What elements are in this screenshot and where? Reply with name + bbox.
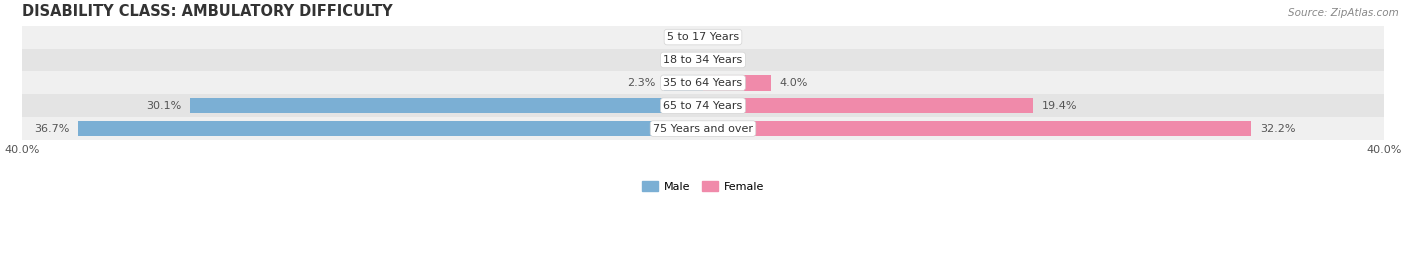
Legend: Male, Female: Male, Female <box>637 177 769 196</box>
Bar <box>190 98 703 114</box>
Bar <box>703 98 1033 114</box>
Text: 0.0%: 0.0% <box>666 55 695 65</box>
Text: DISABILITY CLASS: AMBULATORY DIFFICULTY: DISABILITY CLASS: AMBULATORY DIFFICULTY <box>22 4 392 19</box>
Text: 75 Years and over: 75 Years and over <box>652 123 754 134</box>
Text: 4.0%: 4.0% <box>780 78 808 88</box>
Text: Source: ZipAtlas.com: Source: ZipAtlas.com <box>1288 8 1399 18</box>
Bar <box>22 48 1384 71</box>
Bar <box>703 75 770 91</box>
Text: 19.4%: 19.4% <box>1042 101 1077 111</box>
Text: 0.0%: 0.0% <box>711 55 740 65</box>
Text: 5 to 17 Years: 5 to 17 Years <box>666 32 740 42</box>
Text: 32.2%: 32.2% <box>1260 123 1295 134</box>
Text: 0.0%: 0.0% <box>711 32 740 42</box>
Bar <box>22 71 1384 94</box>
Bar <box>703 121 1251 136</box>
Bar <box>22 94 1384 117</box>
Bar <box>22 26 1384 48</box>
Text: 2.3%: 2.3% <box>627 78 655 88</box>
Text: 36.7%: 36.7% <box>34 123 69 134</box>
Bar <box>79 121 703 136</box>
Text: 18 to 34 Years: 18 to 34 Years <box>664 55 742 65</box>
Text: 65 to 74 Years: 65 to 74 Years <box>664 101 742 111</box>
Bar <box>664 75 703 91</box>
Bar <box>22 117 1384 140</box>
Text: 30.1%: 30.1% <box>146 101 181 111</box>
Text: 35 to 64 Years: 35 to 64 Years <box>664 78 742 88</box>
Text: 0.0%: 0.0% <box>666 32 695 42</box>
